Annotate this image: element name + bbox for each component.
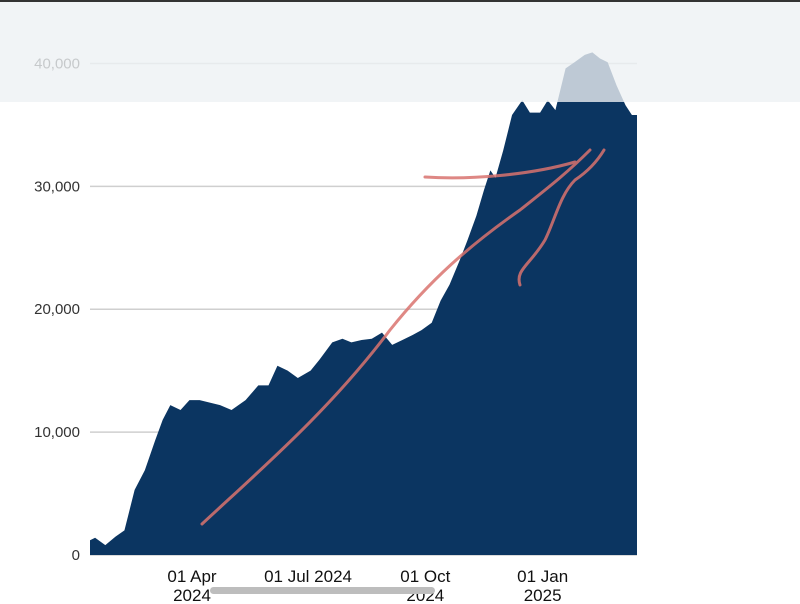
- scrollbar[interactable]: [210, 587, 435, 594]
- x-tick-label: 01 Jul 2024: [264, 567, 352, 586]
- pen-stroke: [200, 148, 592, 526]
- x-tick-label: 2024: [173, 586, 211, 604]
- y-tick-label: 30,000: [34, 178, 80, 195]
- pen-strokes: [200, 148, 606, 526]
- y-tick-label: 10,000: [34, 424, 80, 441]
- top-overlay: [0, 0, 800, 102]
- top-overlay-tint: [0, 0, 800, 102]
- y-tick-label: 0: [72, 547, 80, 564]
- pen-stroke: [423, 160, 577, 180]
- x-tick-label: 01 Oct: [400, 567, 450, 586]
- y-tick-label: 20,000: [34, 301, 80, 318]
- x-tick-label: 01 Apr: [167, 567, 216, 586]
- x-tick-label: 01 Jan: [517, 567, 568, 586]
- pen-stroke: [517, 148, 606, 287]
- x-tick-label: 2025: [524, 586, 562, 604]
- area: [90, 52, 637, 555]
- plot-area: [90, 52, 637, 555]
